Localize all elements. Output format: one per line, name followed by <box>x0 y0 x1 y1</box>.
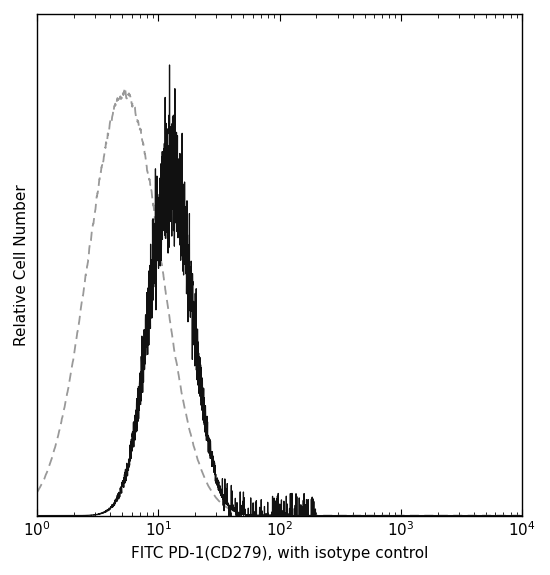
X-axis label: FITC PD-1(CD279), with isotype control: FITC PD-1(CD279), with isotype control <box>131 546 428 561</box>
Y-axis label: Relative Cell Number: Relative Cell Number <box>14 184 29 346</box>
